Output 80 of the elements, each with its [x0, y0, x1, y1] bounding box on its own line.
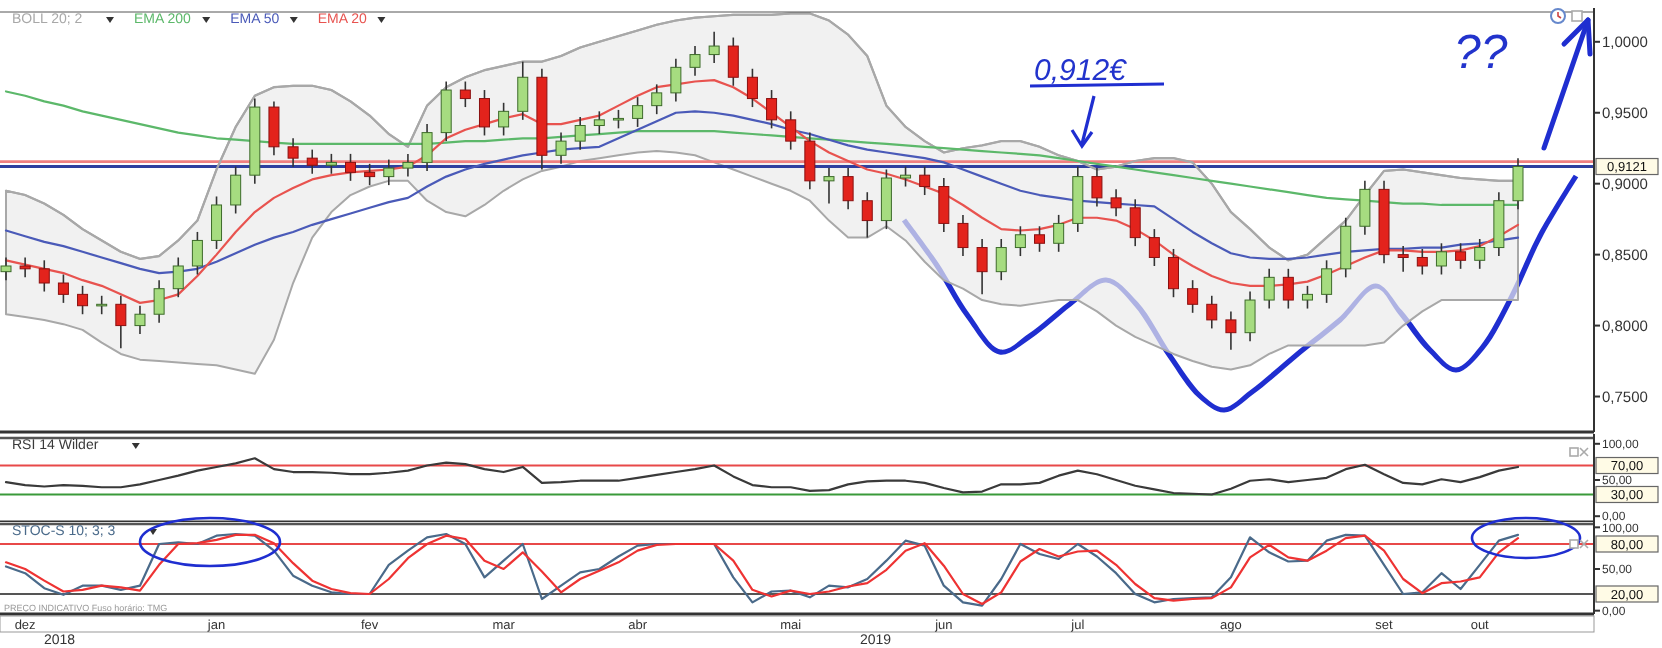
candlestick	[172, 256, 184, 298]
candlestick	[1474, 238, 1486, 270]
candlestick	[746, 67, 758, 108]
candlestick	[823, 167, 835, 205]
candlestick	[402, 153, 414, 178]
candlestick	[632, 96, 644, 128]
candlestick	[861, 191, 873, 239]
candlestick	[1301, 285, 1313, 310]
candlestick	[727, 36, 739, 87]
candlestick	[1053, 214, 1065, 253]
candlestick	[1091, 167, 1103, 208]
candlestick	[957, 214, 969, 257]
candlestick	[19, 256, 31, 279]
candlestick	[230, 165, 242, 215]
candlestick	[766, 89, 778, 130]
candlestick	[1129, 198, 1141, 247]
candlestick	[1148, 228, 1160, 267]
candlestick	[115, 294, 127, 350]
candlestick	[1263, 268, 1275, 310]
candlestick	[191, 231, 203, 276]
candlestick	[440, 80, 452, 142]
candlestick	[0, 256, 12, 281]
candlestick	[459, 80, 471, 108]
candlestick	[689, 45, 701, 77]
candlestick	[555, 131, 567, 165]
candlestick	[1282, 268, 1294, 310]
candlestick	[919, 165, 931, 196]
candlestick	[153, 279, 165, 324]
candlestick	[517, 60, 529, 121]
candlestick	[1072, 165, 1084, 233]
candlestick	[478, 89, 490, 137]
candlestick	[1244, 290, 1256, 342]
candlestick	[1397, 245, 1409, 273]
candlestick	[345, 153, 357, 182]
candlestick	[976, 238, 988, 296]
candlestick	[77, 285, 89, 316]
candlestick	[995, 238, 1007, 281]
candlestick	[1321, 259, 1333, 304]
candlestick	[670, 58, 682, 103]
candlestick	[1512, 157, 1524, 211]
candlestick	[612, 109, 624, 130]
candlestick	[900, 165, 912, 188]
candlestick	[38, 259, 50, 293]
candlestick	[1014, 225, 1026, 257]
candlestick	[57, 273, 69, 304]
candlestick	[134, 304, 146, 335]
candlestick	[325, 153, 337, 175]
candlestick	[1455, 242, 1467, 270]
candlestick	[498, 102, 510, 137]
candlestick	[574, 116, 586, 151]
candlestick	[1416, 248, 1428, 276]
candlestick	[96, 294, 108, 316]
candlestick	[383, 158, 395, 186]
candlestick	[421, 123, 433, 172]
candlestick	[1187, 279, 1199, 314]
candlestick	[938, 177, 950, 233]
candlestick	[842, 167, 854, 211]
candlestick	[268, 100, 280, 157]
candlestick	[651, 83, 663, 115]
candlestick	[1206, 294, 1218, 330]
candlestick	[306, 148, 318, 175]
candlestick	[880, 168, 892, 230]
candlestick	[1225, 310, 1237, 351]
candlestick	[785, 110, 797, 151]
annotation: 0,912€	[1034, 54, 1128, 88]
candlestick	[1110, 188, 1122, 218]
candlestick	[211, 195, 223, 250]
candlestick	[593, 110, 605, 135]
candlestick	[287, 137, 299, 168]
annotation: ??	[1454, 26, 1509, 80]
candlestick	[708, 31, 720, 64]
candlestick	[364, 163, 376, 186]
candlestick	[1359, 180, 1371, 236]
line-series	[4, 457, 1520, 496]
candlestick	[1493, 191, 1505, 257]
candlestick	[1034, 225, 1046, 253]
candlestick	[804, 131, 816, 191]
candlestick	[1340, 216, 1352, 279]
candlestick	[1435, 242, 1447, 276]
candlestick	[1167, 248, 1179, 298]
